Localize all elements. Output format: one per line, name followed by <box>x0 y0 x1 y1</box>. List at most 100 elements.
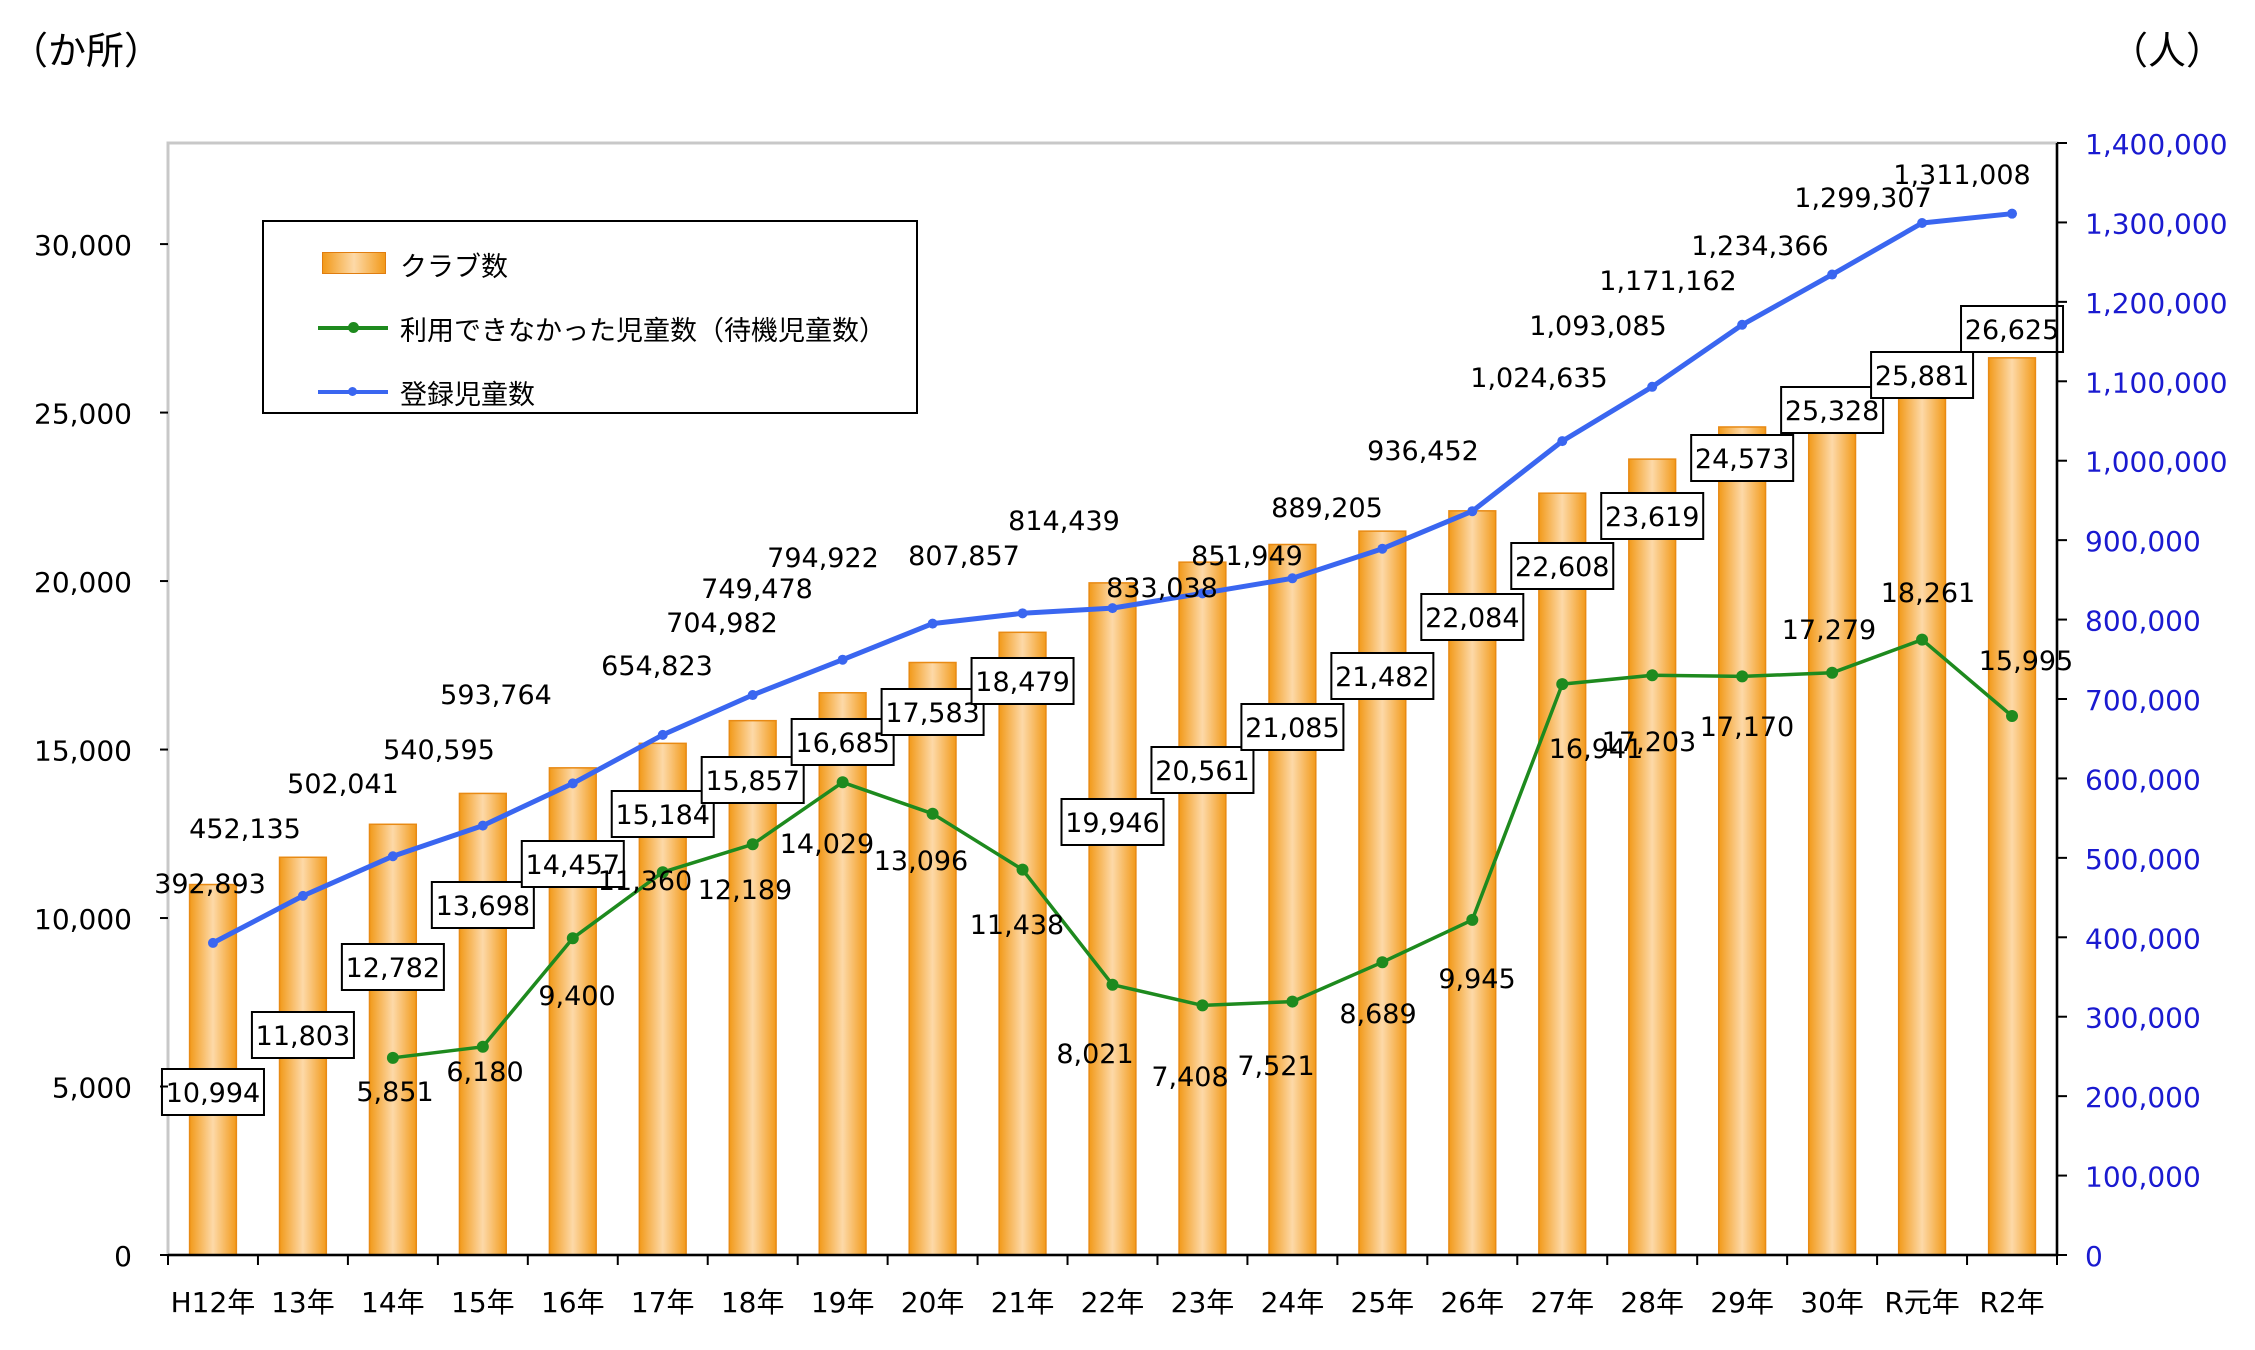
bar-label-box-17 <box>1690 434 1795 482</box>
bar-label-4: 14,457 <box>526 850 620 881</box>
x-tick-label-10: 22年 <box>1081 1286 1145 1319</box>
waiting-label-18: 17,279 <box>1782 615 1876 646</box>
waiting-label-12: 7,521 <box>1237 1051 1314 1082</box>
left-tick-label-4: 20,000 <box>34 566 132 599</box>
waiting-point-20 <box>2006 710 2019 723</box>
waiting-point-7 <box>836 776 849 789</box>
waiting-label-17: 17,170 <box>1700 712 1794 743</box>
waiting-label-4: 9,400 <box>538 981 615 1012</box>
bar-label-18: 25,328 <box>1785 396 1879 427</box>
bar-label-box-19 <box>1870 351 1975 399</box>
registered-point-1 <box>297 890 308 901</box>
right-tick-label-4: 400,000 <box>2085 922 2201 955</box>
bar-label-6: 15,857 <box>705 766 799 797</box>
registered-label-19: 1,299,307 <box>1794 183 1931 214</box>
waiting-point-2 <box>386 1051 399 1064</box>
bar-label-box-15 <box>1510 542 1615 590</box>
x-tick-label-20: R2年 <box>1979 1286 2044 1319</box>
registered-point-12 <box>1287 573 1298 584</box>
right-tick-label-11: 1,100,000 <box>2085 366 2228 399</box>
bar-label-0: 10,994 <box>166 1078 260 1109</box>
registered-point-14 <box>1467 506 1478 517</box>
x-tick-label-13: 25年 <box>1351 1286 1415 1319</box>
left-tick-label-5: 25,000 <box>34 398 132 431</box>
bar-label-15: 22,608 <box>1515 552 1609 583</box>
bar-label-box-5 <box>610 790 715 838</box>
x-tick-label-6: 18年 <box>721 1286 785 1319</box>
bar-label-box-1 <box>250 1011 355 1059</box>
waiting-point-3 <box>476 1040 489 1053</box>
bar-label-13: 21,482 <box>1335 662 1429 693</box>
registered-label-17: 1,171,162 <box>1599 266 1736 297</box>
registered-label-6: 704,982 <box>666 608 778 639</box>
right-tick-label-3: 300,000 <box>2085 1002 2201 1035</box>
registered-label-16: 1,093,085 <box>1529 311 1666 342</box>
x-tick-label-8: 20年 <box>901 1286 965 1319</box>
waiting-label-3: 6,180 <box>446 1057 523 1088</box>
registered-point-17 <box>1737 319 1748 330</box>
x-tick-label-2: 14年 <box>361 1286 425 1319</box>
right-tick-label-10: 1,000,000 <box>2085 446 2228 479</box>
registered-label-8: 794,922 <box>767 543 879 574</box>
bar-label-box-11 <box>1150 746 1255 794</box>
waiting-label-7: 14,029 <box>780 829 874 860</box>
bar-label-box-8 <box>880 688 985 736</box>
bar-label-8: 17,583 <box>885 698 979 729</box>
bar-club-19 <box>1897 382 1947 1256</box>
waiting-label-11: 7,408 <box>1151 1062 1228 1093</box>
waiting-label-16: 17,203 <box>1602 727 1696 758</box>
bar-label-box-13 <box>1330 652 1435 700</box>
bar-label-12: 21,085 <box>1245 713 1339 744</box>
bar-club-13 <box>1358 530 1407 1256</box>
bar-club-3 <box>458 792 507 1256</box>
waiting-point-13 <box>1376 956 1389 969</box>
bar-club-20 <box>1987 357 2037 1256</box>
waiting-label-20: 15,995 <box>1979 646 2073 677</box>
bar-label-box-9 <box>970 657 1075 705</box>
right-tick-label-14: 1,400,000 <box>2085 128 2228 161</box>
registered-label-12: 851,949 <box>1191 541 1303 572</box>
x-tick-label-12: 24年 <box>1261 1286 1325 1319</box>
bar-label-box-3 <box>430 881 535 929</box>
legend: クラブ数 利用できなかった児童数（待機児童数） 登録児童数 <box>262 220 918 414</box>
x-tick-label-15: 27年 <box>1530 1286 1594 1319</box>
waiting-point-14 <box>1466 913 1479 926</box>
waiting-label-6: 12,189 <box>698 875 792 906</box>
x-tick-label-11: 23年 <box>1171 1286 1235 1319</box>
waiting-point-12 <box>1286 995 1299 1008</box>
bar-label-box-20 <box>1960 305 2065 353</box>
bar-label-19: 25,881 <box>1875 361 1969 392</box>
registered-label-13: 889,205 <box>1271 493 1383 524</box>
right-tick-label-13: 1,300,000 <box>2085 207 2228 240</box>
registered-point-3 <box>477 820 488 831</box>
waiting-point-6 <box>746 838 759 851</box>
bar-label-17: 24,573 <box>1695 444 1789 475</box>
legend-bar-swatch <box>318 244 388 284</box>
x-tick-label-14: 26年 <box>1440 1286 1504 1319</box>
registered-label-2: 502,041 <box>287 769 399 800</box>
x-tick-label-7: 19年 <box>811 1286 875 1319</box>
registered-point-20 <box>2007 208 2018 219</box>
bar-club-18 <box>1807 400 1857 1256</box>
waiting-point-9 <box>1016 863 1029 876</box>
waiting-label-15: 16,941 <box>1549 734 1643 765</box>
registered-point-19 <box>1917 217 1928 228</box>
right-tick-label-8: 800,000 <box>2085 605 2201 638</box>
registered-point-7 <box>837 654 848 665</box>
bar-label-box-12 <box>1240 703 1345 751</box>
right-tick-label-12: 1,200,000 <box>2085 287 2228 320</box>
right-tick-label-2: 200,000 <box>2085 1081 2201 1114</box>
registered-label-18: 1,234,366 <box>1691 231 1828 262</box>
bar-label-7: 16,685 <box>795 728 889 759</box>
legend-item-clubs: クラブ数 <box>264 244 508 284</box>
registered-label-4: 593,764 <box>440 680 552 711</box>
waiting-label-19: 18,261 <box>1881 578 1975 609</box>
legend-item-registered: 登録児童数 <box>264 372 535 412</box>
registered-label-1: 452,135 <box>189 814 301 845</box>
bar-club-8 <box>908 661 957 1256</box>
right-tick-label-0: 0 <box>2085 1240 2103 1273</box>
registered-label-20: 1,311,008 <box>1893 160 2030 191</box>
registered-point-0 <box>207 937 218 948</box>
registered-point-11 <box>1197 588 1208 599</box>
